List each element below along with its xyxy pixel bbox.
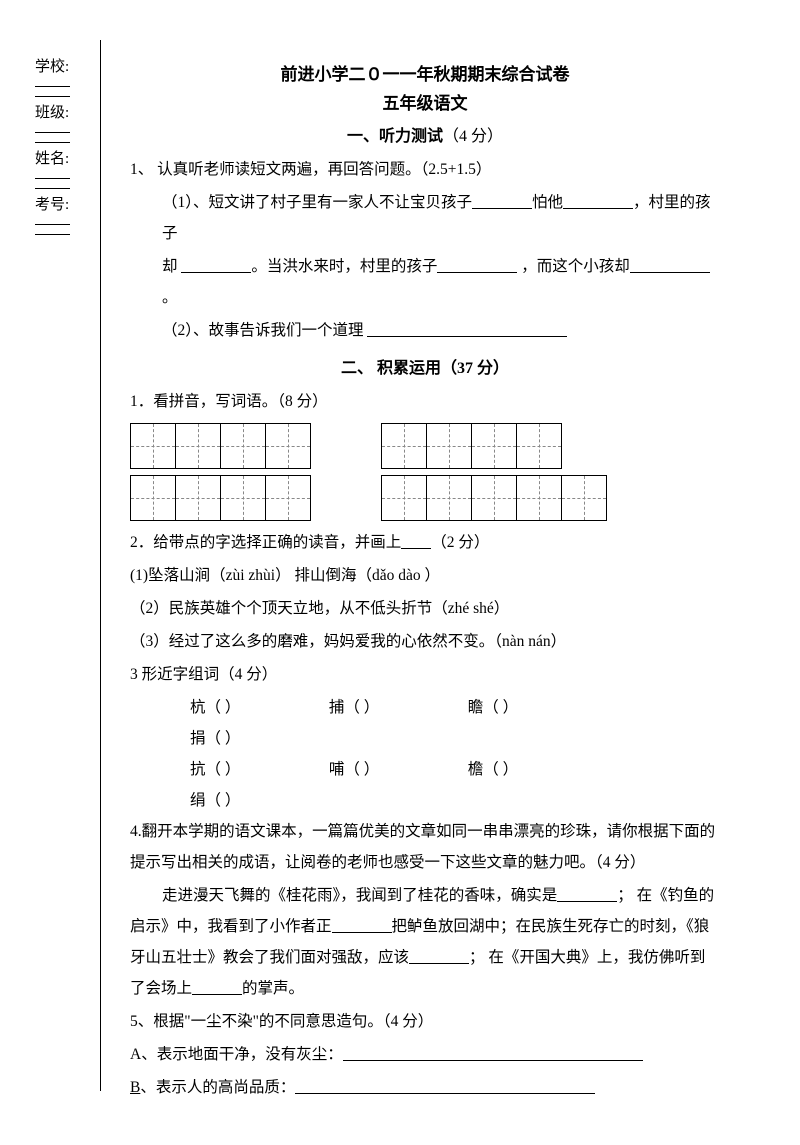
s1-q1-2: （2）、故事告诉我们一个道理	[162, 322, 364, 339]
blank	[630, 258, 710, 274]
s2-q2-1: (1)坠落山涧（zùi zhùi） 排山倒海（dǎo dào ）	[130, 560, 720, 591]
word-item: 檐（ ）	[468, 754, 603, 785]
char-box	[471, 423, 517, 469]
blank	[472, 194, 532, 210]
char-box	[175, 423, 221, 469]
s1-q1-line2: 却 。当洪水来时，村里的孩子 ，而这个小孩却。	[130, 251, 720, 313]
s1-q1-line1: （1）、短文讲了村子里有一家人不让宝贝孩子怕他，村里的孩子	[130, 187, 720, 249]
blank	[181, 258, 251, 274]
blank	[401, 534, 431, 550]
char-box	[220, 423, 266, 469]
char-box	[561, 475, 607, 521]
char-box	[426, 475, 472, 521]
char-box	[175, 475, 221, 521]
char-box-group-2	[381, 423, 562, 469]
char-box	[471, 475, 517, 521]
char-box	[220, 475, 266, 521]
char-box	[381, 475, 427, 521]
blank	[409, 949, 469, 965]
s2-q5-intro: 5、根据"一尘不染"的不同意思造句。（4 分）	[130, 1006, 720, 1037]
char-boxes-row1	[130, 423, 720, 469]
s1-q1-1d: 却	[162, 258, 178, 275]
s2-q4-b1: 走进漫天飞舞的《桂花雨》，我闻到了桂花的香味，确实是	[162, 887, 557, 904]
s2-q1: 1．看拼音，写词语。（8 分）	[130, 386, 720, 417]
blank	[332, 918, 392, 934]
s2-q3-intro: 3 形近字组词（4 分）	[130, 659, 720, 690]
word-item: 抗（ ）	[190, 754, 325, 785]
s2-q5-b-rest: 、表示人的高尚品质：	[140, 1079, 295, 1096]
s1-q1-1e: 。当洪水来时，村里的孩子	[251, 258, 437, 275]
section1-header: 一、听力测试（4 分）	[130, 122, 720, 146]
char-box	[516, 423, 562, 469]
char-box	[381, 423, 427, 469]
s2-q3-row2: 抗（ ） 哺（ ） 檐（ ） 绢（ ）	[130, 754, 720, 816]
s1-q1-1f: ，而这个小孩却	[521, 258, 630, 275]
word-item: 杭（ ）	[190, 692, 325, 723]
char-box-group-4	[381, 475, 607, 521]
s1-q1-line3: （2）、故事告诉我们一个道理	[130, 315, 720, 346]
word-item: 绢（ ）	[190, 785, 325, 816]
blank	[295, 1079, 595, 1095]
s2-q4-b5: 的掌声。	[242, 980, 304, 997]
s2-q2-2: （2）民族英雄个个顶天立地，从不低头折节（zhé shé）	[130, 593, 720, 624]
char-box	[265, 423, 311, 469]
s1-q1-intro: 1、 认真听老师读短文两遍，再回答问题。（2.5+1.5）	[130, 154, 720, 185]
exam-title: 前进小学二０一一年秋期期末综合试卷	[130, 60, 720, 85]
s2-q2-points: （2 分）	[431, 534, 489, 551]
blank	[343, 1046, 643, 1062]
s2-q5-b: B、表示人的高尚品质：	[130, 1072, 720, 1103]
page-content: 前进小学二０一一年秋期期末综合试卷 五年级语文 一、听力测试（4 分） 1、 认…	[0, 0, 800, 1145]
blank	[437, 258, 517, 274]
s1-q1-1a: （1）、短文讲了村子里有一家人不让宝贝孩子	[162, 194, 472, 211]
s2-q5-a: A、表示地面干净，没有灰尘：	[130, 1039, 720, 1070]
s2-q5-a-text: A、表示地面干净，没有灰尘：	[130, 1046, 343, 1063]
word-item: 瞻（ ）	[468, 692, 603, 723]
blank	[557, 887, 617, 903]
s2-q4-b: 走进漫天飞舞的《桂花雨》，我闻到了桂花的香味，确实是； 在《钓鱼的启示》中，我看…	[130, 880, 720, 1004]
section2-header: 二、 积累运用（37 分）	[130, 354, 720, 378]
word-item: 捕（ ）	[329, 692, 464, 723]
word-item: 哺（ ）	[329, 754, 464, 785]
s2-q3-row1: 杭（ ） 捕（ ） 瞻（ ） 捐（ ）	[130, 692, 720, 754]
s2-q2-3: （3）经过了这么多的磨难，妈妈爱我的心依然不变。（nàn nán）	[130, 626, 720, 657]
s2-q4-a: 4.翻开本学期的语文课本，一篇篇优美的文章如同一串串漂亮的珍珠，请你根据下面的提…	[130, 816, 720, 878]
blank	[367, 322, 567, 338]
s1-q1-1g: 。	[162, 289, 178, 306]
char-box	[516, 475, 562, 521]
blank	[563, 194, 633, 210]
char-box-group-1	[130, 423, 311, 469]
s2-q5-b-letter: B	[130, 1079, 140, 1096]
section1-points: （4 分）	[443, 128, 503, 145]
char-box	[265, 475, 311, 521]
char-box-group-3	[130, 475, 311, 521]
s1-q1-1b: 怕他	[532, 194, 563, 211]
char-box	[130, 475, 176, 521]
char-box	[426, 423, 472, 469]
s2-q2-intro: 2．给带点的字选择正确的读音，并画上	[130, 534, 401, 551]
s2-q2: 2．给带点的字选择正确的读音，并画上 （2 分）	[130, 527, 720, 558]
section1-header-text: 一、听力测试	[347, 128, 443, 145]
word-item: 捐（ ）	[190, 723, 325, 754]
char-boxes-row2	[130, 475, 720, 521]
blank	[192, 980, 242, 996]
char-box	[130, 423, 176, 469]
exam-subtitle: 五年级语文	[130, 89, 720, 114]
